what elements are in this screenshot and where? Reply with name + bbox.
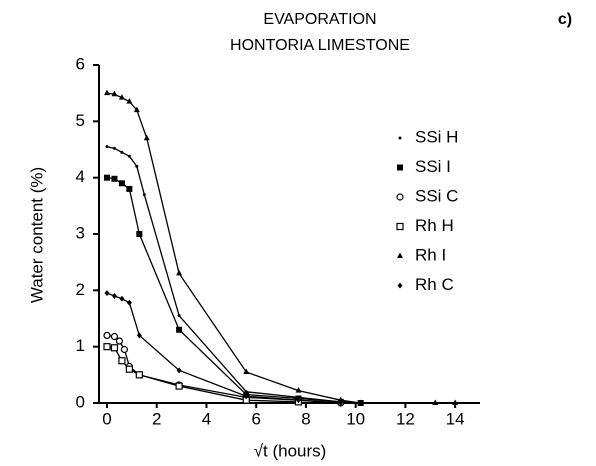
marker [175,382,183,390]
marker [136,231,143,237]
y-tick-label: 4 [76,167,85,186]
marker [103,343,111,351]
y-tick-label: 3 [76,223,85,242]
marker [111,90,118,97]
x-tick-label: 6 [251,409,260,428]
legend-label: Rh I [415,245,446,264]
marker [243,368,250,375]
x-tick-label: 10 [346,409,365,428]
marker [104,290,110,297]
marker [120,345,129,354]
series-line [106,177,361,404]
legend-label: SSi C [415,186,458,205]
marker [118,180,125,187]
marker [397,164,403,171]
marker [126,185,133,192]
y-tick-label: 5 [76,111,85,130]
y-tick-label: 1 [76,336,85,355]
marker [295,397,301,404]
marker [115,337,124,345]
marker [104,89,110,96]
marker [125,365,133,373]
y-tick-label: 0 [76,392,85,411]
marker [176,367,182,374]
x-tick-label: 2 [152,409,161,428]
series-line [106,146,456,404]
marker [118,94,125,100]
marker [176,326,183,333]
marker [357,399,364,405]
marker [177,314,181,318]
marker [142,193,146,197]
marker [396,193,404,201]
marker [110,332,119,341]
marker [120,150,124,154]
legend-label: SSi I [415,157,451,176]
marker [126,98,133,104]
marker [397,282,403,289]
marker [135,371,143,379]
legend-label: Rh C [415,275,454,294]
x-tick-label: 4 [202,409,211,428]
marker [452,399,459,405]
marker [337,396,344,403]
marker [143,134,150,141]
marker [338,400,344,406]
marker [111,292,117,299]
x-axis-label: √t (hours) [254,441,327,460]
panel-label: c) [558,11,572,28]
x-tick-label: 8 [301,409,310,428]
legend-label: Rh H [415,216,454,235]
x-tick-label: 12 [396,409,415,428]
x-tick-label: 0 [102,409,111,428]
series-line [106,292,341,404]
y-axis-label: Water content (%) [27,167,46,303]
marker [111,175,118,182]
x-tick-label: 14 [446,409,465,428]
marker [432,399,439,405]
chart-subtitle: HONTORIA LIMESTONE [230,37,410,54]
marker [397,252,403,258]
marker [105,145,109,149]
marker [176,269,183,276]
marker [103,331,111,339]
marker [133,106,140,113]
y-tick-label: 2 [76,280,85,299]
marker [118,357,126,365]
marker [396,222,404,231]
marker [112,146,116,150]
marker [243,393,249,400]
marker [135,164,139,168]
chart-title: EVAPORATION [263,11,376,28]
marker [119,295,125,302]
series-line [106,346,299,403]
marker [136,332,142,339]
marker [104,174,110,181]
marker [295,387,302,393]
legend-label: SSi H [415,127,458,146]
marker [398,136,402,140]
y-tick-label: 6 [76,54,85,73]
marker [127,154,131,158]
marker [110,344,119,352]
marker [126,299,132,306]
